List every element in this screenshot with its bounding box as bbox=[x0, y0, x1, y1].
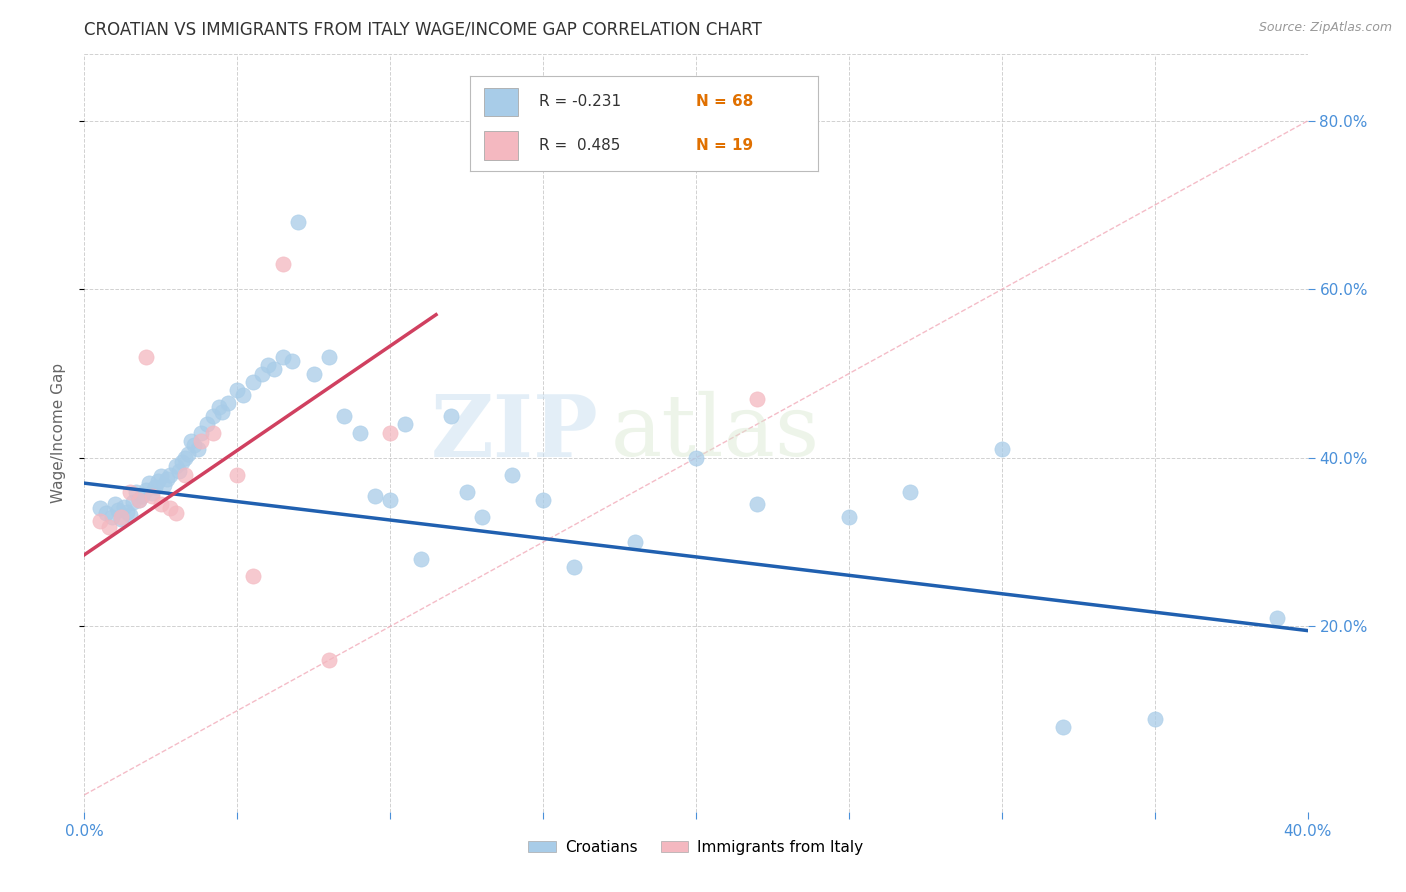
Point bbox=[380, 425, 402, 440]
Point bbox=[242, 569, 264, 583]
Point bbox=[211, 404, 233, 418]
Point bbox=[120, 484, 142, 499]
Text: ZIP: ZIP bbox=[430, 391, 598, 475]
Point bbox=[232, 387, 254, 401]
Point bbox=[991, 442, 1014, 457]
Point bbox=[138, 476, 160, 491]
Point bbox=[318, 653, 340, 667]
Point bbox=[257, 358, 280, 372]
Point bbox=[135, 483, 157, 497]
Point bbox=[180, 434, 202, 448]
Point bbox=[471, 509, 494, 524]
Point bbox=[125, 484, 148, 499]
Point bbox=[104, 497, 127, 511]
Text: CROATIAN VS IMMIGRANTS FROM ITALY WAGE/INCOME GAP CORRELATION CHART: CROATIAN VS IMMIGRANTS FROM ITALY WAGE/I… bbox=[84, 21, 762, 38]
Point bbox=[101, 509, 124, 524]
Point bbox=[159, 467, 181, 482]
Point bbox=[153, 478, 176, 492]
Legend: Croatians, Immigrants from Italy: Croatians, Immigrants from Italy bbox=[523, 834, 869, 861]
Point bbox=[195, 417, 218, 432]
Point bbox=[333, 409, 356, 423]
Point bbox=[156, 472, 179, 486]
Point bbox=[685, 450, 707, 465]
Point bbox=[747, 497, 769, 511]
Point bbox=[624, 535, 647, 549]
Point bbox=[141, 486, 163, 500]
Point bbox=[186, 442, 208, 457]
Point bbox=[1265, 611, 1288, 625]
Point bbox=[172, 455, 194, 469]
Point bbox=[394, 417, 416, 432]
Point bbox=[149, 469, 172, 483]
Point bbox=[122, 494, 145, 508]
Point bbox=[318, 350, 340, 364]
Point bbox=[177, 447, 200, 461]
Point bbox=[271, 257, 294, 271]
Point bbox=[440, 409, 463, 423]
Text: Source: ZipAtlas.com: Source: ZipAtlas.com bbox=[1258, 21, 1392, 34]
Point bbox=[174, 467, 197, 482]
Point bbox=[208, 401, 231, 415]
Point bbox=[281, 354, 304, 368]
Point bbox=[89, 514, 111, 528]
Point bbox=[242, 375, 264, 389]
Point bbox=[97, 520, 120, 534]
Point bbox=[141, 489, 163, 503]
Point bbox=[201, 425, 224, 440]
Point bbox=[562, 560, 585, 574]
Point bbox=[349, 425, 371, 440]
Point bbox=[174, 450, 197, 465]
Point bbox=[167, 464, 190, 478]
Point bbox=[409, 552, 432, 566]
Point bbox=[115, 505, 138, 519]
Point bbox=[201, 409, 224, 423]
Point bbox=[94, 506, 117, 520]
Point bbox=[128, 493, 150, 508]
Point bbox=[456, 484, 478, 499]
Point bbox=[128, 493, 150, 508]
Point bbox=[1143, 712, 1166, 726]
Point bbox=[226, 384, 249, 398]
Point bbox=[110, 509, 132, 524]
Point bbox=[747, 392, 769, 406]
Point bbox=[380, 493, 402, 508]
Point bbox=[149, 497, 172, 511]
Point bbox=[165, 459, 187, 474]
Point bbox=[898, 484, 921, 499]
Point bbox=[271, 350, 294, 364]
Text: atlas: atlas bbox=[610, 391, 820, 475]
Point bbox=[159, 501, 181, 516]
Point bbox=[287, 215, 309, 229]
Point bbox=[165, 506, 187, 520]
Point bbox=[146, 475, 169, 489]
Point bbox=[1052, 721, 1074, 735]
Point bbox=[217, 396, 239, 410]
Point bbox=[120, 508, 142, 523]
Point bbox=[131, 489, 153, 503]
Point bbox=[112, 500, 135, 514]
Point bbox=[838, 509, 860, 524]
Point bbox=[107, 503, 129, 517]
Point bbox=[531, 493, 554, 508]
Point bbox=[263, 362, 285, 376]
Point bbox=[143, 480, 166, 494]
Point bbox=[190, 434, 212, 448]
Point bbox=[110, 511, 132, 525]
Point bbox=[302, 367, 325, 381]
Point bbox=[183, 438, 205, 452]
Point bbox=[190, 425, 212, 440]
Y-axis label: Wage/Income Gap: Wage/Income Gap bbox=[51, 362, 66, 503]
Point bbox=[250, 367, 273, 381]
Point bbox=[226, 467, 249, 482]
Point bbox=[89, 501, 111, 516]
Point bbox=[135, 350, 157, 364]
Point bbox=[364, 489, 387, 503]
Point bbox=[502, 467, 524, 482]
